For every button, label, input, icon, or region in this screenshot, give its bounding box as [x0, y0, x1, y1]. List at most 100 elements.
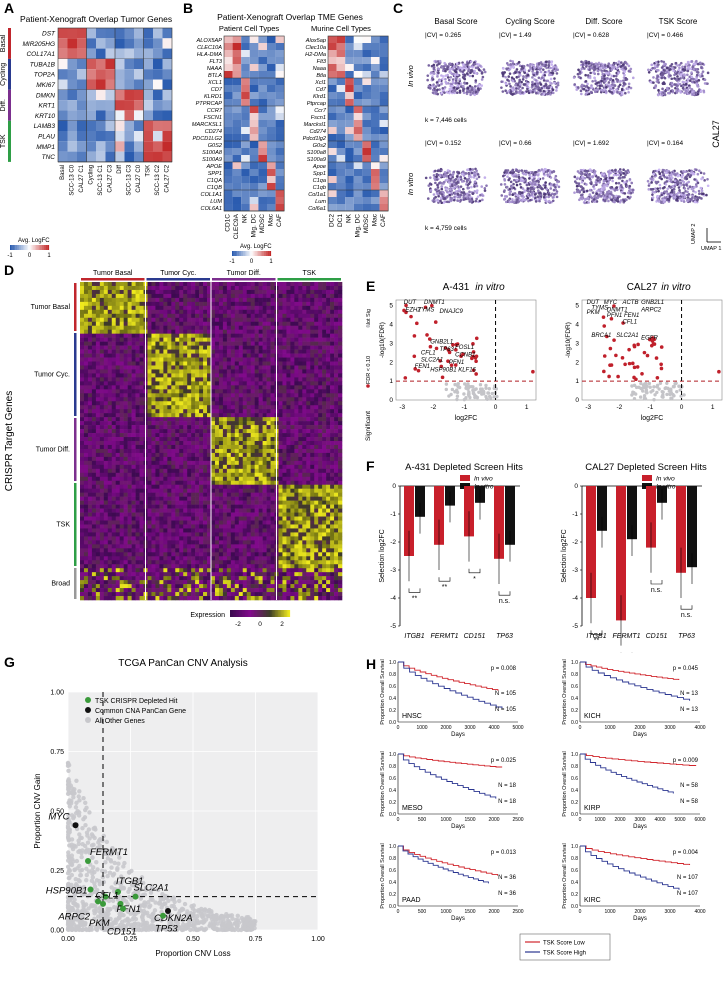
panel-d-cell: [247, 342, 251, 346]
panel-c-cell-dot: [584, 85, 587, 88]
panel-d-cell: [191, 346, 195, 350]
panel-a-legend-swatch: [15, 245, 16, 250]
panel-d-cell: [191, 362, 195, 366]
panel-c-cell-dot: [657, 94, 660, 97]
panel-d-cell: [306, 334, 310, 338]
panel-a-legend-swatch: [40, 245, 41, 250]
panel-a-legend-swatch: [22, 245, 23, 250]
panel-d-cell: [175, 282, 179, 286]
panel-d-cell: [195, 326, 199, 330]
panel-d-cell: [136, 314, 140, 318]
panel-c-cell-dot: [452, 80, 455, 83]
panel-d-cell: [199, 369, 203, 373]
panel-a-gene-label: DST: [42, 31, 56, 38]
panel-d-cell: [183, 314, 187, 318]
panel-c-cell-dot: [519, 183, 522, 186]
panel-d-cell: [267, 369, 271, 373]
panel-d-cell: [322, 326, 326, 330]
panel-c-umap: [425, 168, 488, 204]
panel-d-cell: [247, 294, 251, 298]
panel-b-cell: [250, 155, 259, 162]
panel-d-cell: [88, 365, 92, 369]
panel-c-cell-dot: [476, 177, 479, 180]
panel-a-cell: [106, 38, 116, 48]
panel-c-cell-dot: [434, 182, 437, 185]
panel-d-cell: [215, 302, 219, 306]
panel-c-cell-dot: [441, 87, 444, 90]
panel-d-cell: [338, 326, 342, 330]
panel-c-cell-dot: [682, 184, 685, 187]
panel-a-cell: [68, 49, 78, 59]
panel-d-cell: [306, 290, 310, 294]
panel-d-cell: [255, 326, 259, 330]
panel-c-cell-dot: [429, 87, 432, 90]
panel-b-cell: [224, 43, 233, 50]
panel-c-cell-dot: [545, 200, 548, 203]
panel-c-cell-dot: [585, 65, 588, 68]
panel-d-cell: [235, 294, 239, 298]
panel-a-cell: [153, 80, 163, 90]
panel-c-cell-dot: [628, 82, 631, 85]
panel-b-legend-swatch: [267, 251, 268, 256]
panel-d-cell: [167, 334, 171, 338]
panel-d-cell: [167, 338, 171, 342]
panel-d-cell: [108, 298, 112, 302]
panel-c-cell-dot: [670, 77, 673, 80]
panel-c-cell-dot: [511, 93, 514, 96]
panel-c-cell-dot: [436, 83, 439, 86]
panel-d-cell: [211, 314, 215, 318]
panel-d-cell: [302, 365, 306, 369]
panel-d-cell: [334, 358, 338, 362]
panel-c-cell-dot: [509, 85, 512, 88]
panel-b-legend-swatch: [239, 251, 240, 256]
panel-d-cell: [263, 330, 267, 334]
panel-c-cell-dot: [626, 180, 629, 183]
panel-a-cell: [153, 28, 163, 38]
panel-d-cell: [195, 334, 199, 338]
panel-a-cell: [163, 59, 173, 69]
panel-d-cell: [338, 358, 342, 362]
panel-d-cell: [310, 306, 314, 310]
panel-d-cell: [318, 342, 322, 346]
panel-d-cell: [235, 314, 239, 318]
panel-d-cell: [318, 286, 322, 290]
panel-c-cell-dot: [695, 60, 698, 63]
panel-d-cell: [310, 322, 314, 326]
panel-b-cell: [337, 43, 346, 50]
panel-d-cell: [179, 369, 183, 373]
panel-c-cell-dot: [469, 85, 472, 88]
panel-d-cell: [286, 354, 290, 358]
panel-b-cell: [337, 169, 346, 176]
panel-d-cell: [199, 294, 203, 298]
panel-d-cell: [306, 306, 310, 310]
panel-d-cell: [191, 302, 195, 306]
panel-d-cell: [239, 342, 243, 346]
panel-c-cell-dot: [576, 191, 579, 194]
panel-c-cell-dot: [607, 200, 610, 203]
panel-c-cell-dot: [628, 70, 631, 73]
panel-d-cell: [120, 342, 124, 346]
panel-c-cell-dot: [678, 69, 681, 72]
panel-d-cell: [120, 334, 124, 338]
panel-d-cell: [338, 354, 342, 358]
panel-b-left-gene: XCL1: [207, 80, 222, 86]
panel-c-cell-dot: [650, 181, 653, 184]
panel-c-cell-dot: [463, 87, 466, 90]
panel-d-cell: [84, 290, 88, 294]
panel-b-cell: [371, 85, 380, 92]
panel-d-cell: [239, 354, 243, 358]
panel-d-cell: [136, 310, 140, 314]
panel-c-umap: [426, 60, 486, 96]
panel-c-cell-dot: [465, 172, 468, 175]
panel-d-cell: [124, 310, 128, 314]
panel-b-left-gene: CD274: [205, 129, 222, 135]
panel-c-cell-dot: [434, 170, 437, 173]
panel-d-cell: [314, 310, 318, 314]
panel-a-cell: [77, 59, 87, 69]
panel-b-cell: [250, 57, 259, 64]
panel-b-cell: [380, 190, 389, 197]
panel-d-cell: [80, 350, 84, 354]
panel-d-cell: [92, 306, 96, 310]
panel-d-cell: [108, 286, 112, 290]
panel-d-cell: [155, 358, 159, 362]
